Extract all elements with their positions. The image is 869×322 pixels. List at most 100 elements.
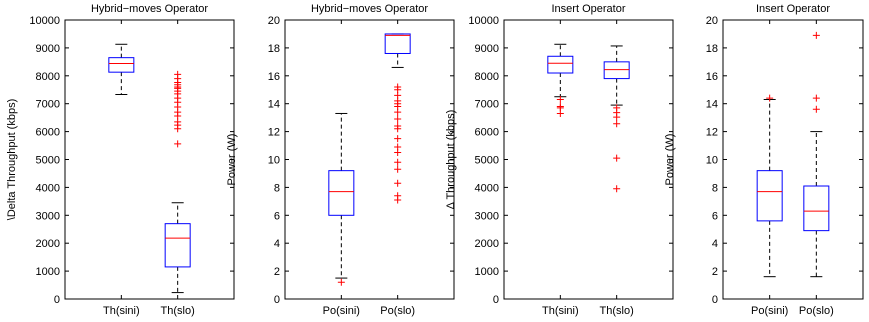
y-tick-label: 1000 — [475, 266, 499, 278]
y-tick-label: 7000 — [36, 99, 60, 111]
outlier-point — [613, 185, 621, 193]
box-1 — [108, 43, 135, 95]
y-tick-label: 10 — [268, 155, 280, 167]
y-tick-label: 4 — [712, 238, 718, 250]
x-tick-label: Th(sini) — [542, 305, 579, 317]
y-tick-label: 6 — [712, 210, 718, 222]
y-tick-label: 6000 — [36, 127, 60, 139]
outlier-point — [394, 158, 402, 166]
x-tick-label: Th(slo) — [600, 305, 634, 317]
x-tick-label: Th(sini) — [103, 305, 140, 317]
y-axis-label: \Delta Throughput (kbps) — [6, 99, 18, 220]
x-tick-label: Th(slo) — [161, 305, 195, 317]
y-axis-label: Δ Throughput (kbps) — [445, 110, 457, 210]
outlier-point — [812, 94, 820, 102]
y-tick-label: 6000 — [475, 127, 499, 139]
y-tick-label: 0 — [54, 294, 60, 306]
axes-frame — [284, 19, 455, 300]
box-2 — [603, 45, 630, 193]
box-iqr — [108, 57, 135, 73]
box-iqr — [384, 33, 411, 54]
y-tick-label: 7000 — [475, 99, 499, 111]
outlier-point — [174, 140, 182, 148]
y-tick-label: 9000 — [475, 43, 499, 55]
y-tick-label: 2000 — [475, 238, 499, 250]
outlier-point — [812, 31, 820, 39]
outlier-point — [394, 165, 402, 173]
outlier-point — [174, 118, 182, 126]
y-tick-label: 1000 — [36, 266, 60, 278]
axes-frame — [64, 19, 235, 300]
box-1 — [547, 43, 574, 117]
y-tick-label: 4 — [274, 238, 280, 250]
box-iqr — [603, 61, 630, 80]
y-tick-label: 5000 — [475, 155, 499, 167]
y-tick-label: 10000 — [468, 15, 499, 27]
y-tick-label: 3000 — [36, 210, 60, 222]
outlier-point — [613, 120, 621, 128]
box-iqr — [547, 55, 574, 74]
x-tick-label: Po(slo) — [799, 305, 834, 317]
x-tick-label: Po(sini) — [323, 305, 360, 317]
axes-frame — [722, 19, 864, 300]
box-iqr — [803, 185, 830, 232]
y-tick-label: 5000 — [36, 155, 60, 167]
box-2 — [164, 70, 191, 294]
outlier-point — [556, 96, 564, 104]
x-tick-label: Po(sini) — [751, 305, 788, 317]
box-1 — [328, 112, 355, 286]
y-tick-label: 10000 — [29, 15, 60, 27]
outlier-point — [812, 105, 820, 113]
y-tick-label: 14 — [706, 99, 718, 111]
y-tick-label: 8000 — [36, 71, 60, 83]
box-iqr — [328, 170, 355, 216]
outlier-point — [394, 143, 402, 151]
y-tick-label: 8000 — [475, 71, 499, 83]
y-tick-label: 2 — [712, 266, 718, 278]
outlier-point — [394, 135, 402, 143]
y-tick-label: 20 — [706, 15, 718, 27]
outlier-point — [556, 102, 564, 110]
outlier-point — [394, 115, 402, 123]
y-tick-label: 8 — [712, 182, 718, 194]
chart-title: Hybrid−moves Operator — [91, 3, 208, 15]
outlier-point — [394, 83, 402, 91]
chart-panel-2: Hybrid−moves Operator 0 2 4 6 8 10 12 14 16 18 20 Po… — [226, 3, 455, 317]
axes-frame — [503, 19, 674, 300]
outlier-point — [613, 104, 621, 112]
outlier-point — [766, 94, 774, 102]
y-tick-label: 2 — [274, 266, 280, 278]
box-2 — [384, 33, 411, 204]
y-tick-label: 6 — [274, 210, 280, 222]
y-axis-label: Power (W) — [664, 134, 676, 186]
y-tick-label: 8 — [274, 182, 280, 194]
y-tick-label: 10 — [706, 155, 718, 167]
y-tick-label: 2000 — [36, 238, 60, 250]
chart-title: Insert Operator — [552, 3, 626, 15]
y-tick-label: 18 — [268, 43, 280, 55]
y-tick-label: 20 — [268, 15, 280, 27]
y-tick-label: 3000 — [475, 210, 499, 222]
chart-panel-3: Insert Operator 0 1000 2000 3000 4000 5000 6000… — [445, 3, 674, 317]
y-tick-label: 16 — [706, 71, 718, 83]
y-tick-label: 14 — [268, 99, 280, 111]
box-iqr — [164, 223, 191, 268]
outlier-point — [394, 122, 402, 130]
y-tick-label: 0 — [712, 294, 718, 306]
box-1 — [756, 94, 783, 278]
chart-title: Insert Operator — [756, 3, 830, 15]
y-tick-label: 4000 — [36, 182, 60, 194]
y-tick-label: 4000 — [475, 182, 499, 194]
y-tick-label: 0 — [493, 294, 499, 306]
outlier-point — [174, 70, 182, 78]
y-axis-label: Power (W) — [226, 134, 238, 186]
y-tick-label: 12 — [706, 127, 718, 139]
chart-panel-1: Hybrid−moves Operator 0 1000 2000 3000 4000 50… — [6, 3, 235, 317]
box-iqr — [756, 170, 783, 222]
chart-title: Hybrid−moves Operator — [311, 3, 428, 15]
x-tick-label: Po(slo) — [380, 305, 415, 317]
outlier-point — [613, 154, 621, 162]
y-tick-label: 18 — [706, 43, 718, 55]
outlier-point — [394, 179, 402, 187]
y-tick-label: 9000 — [36, 43, 60, 55]
